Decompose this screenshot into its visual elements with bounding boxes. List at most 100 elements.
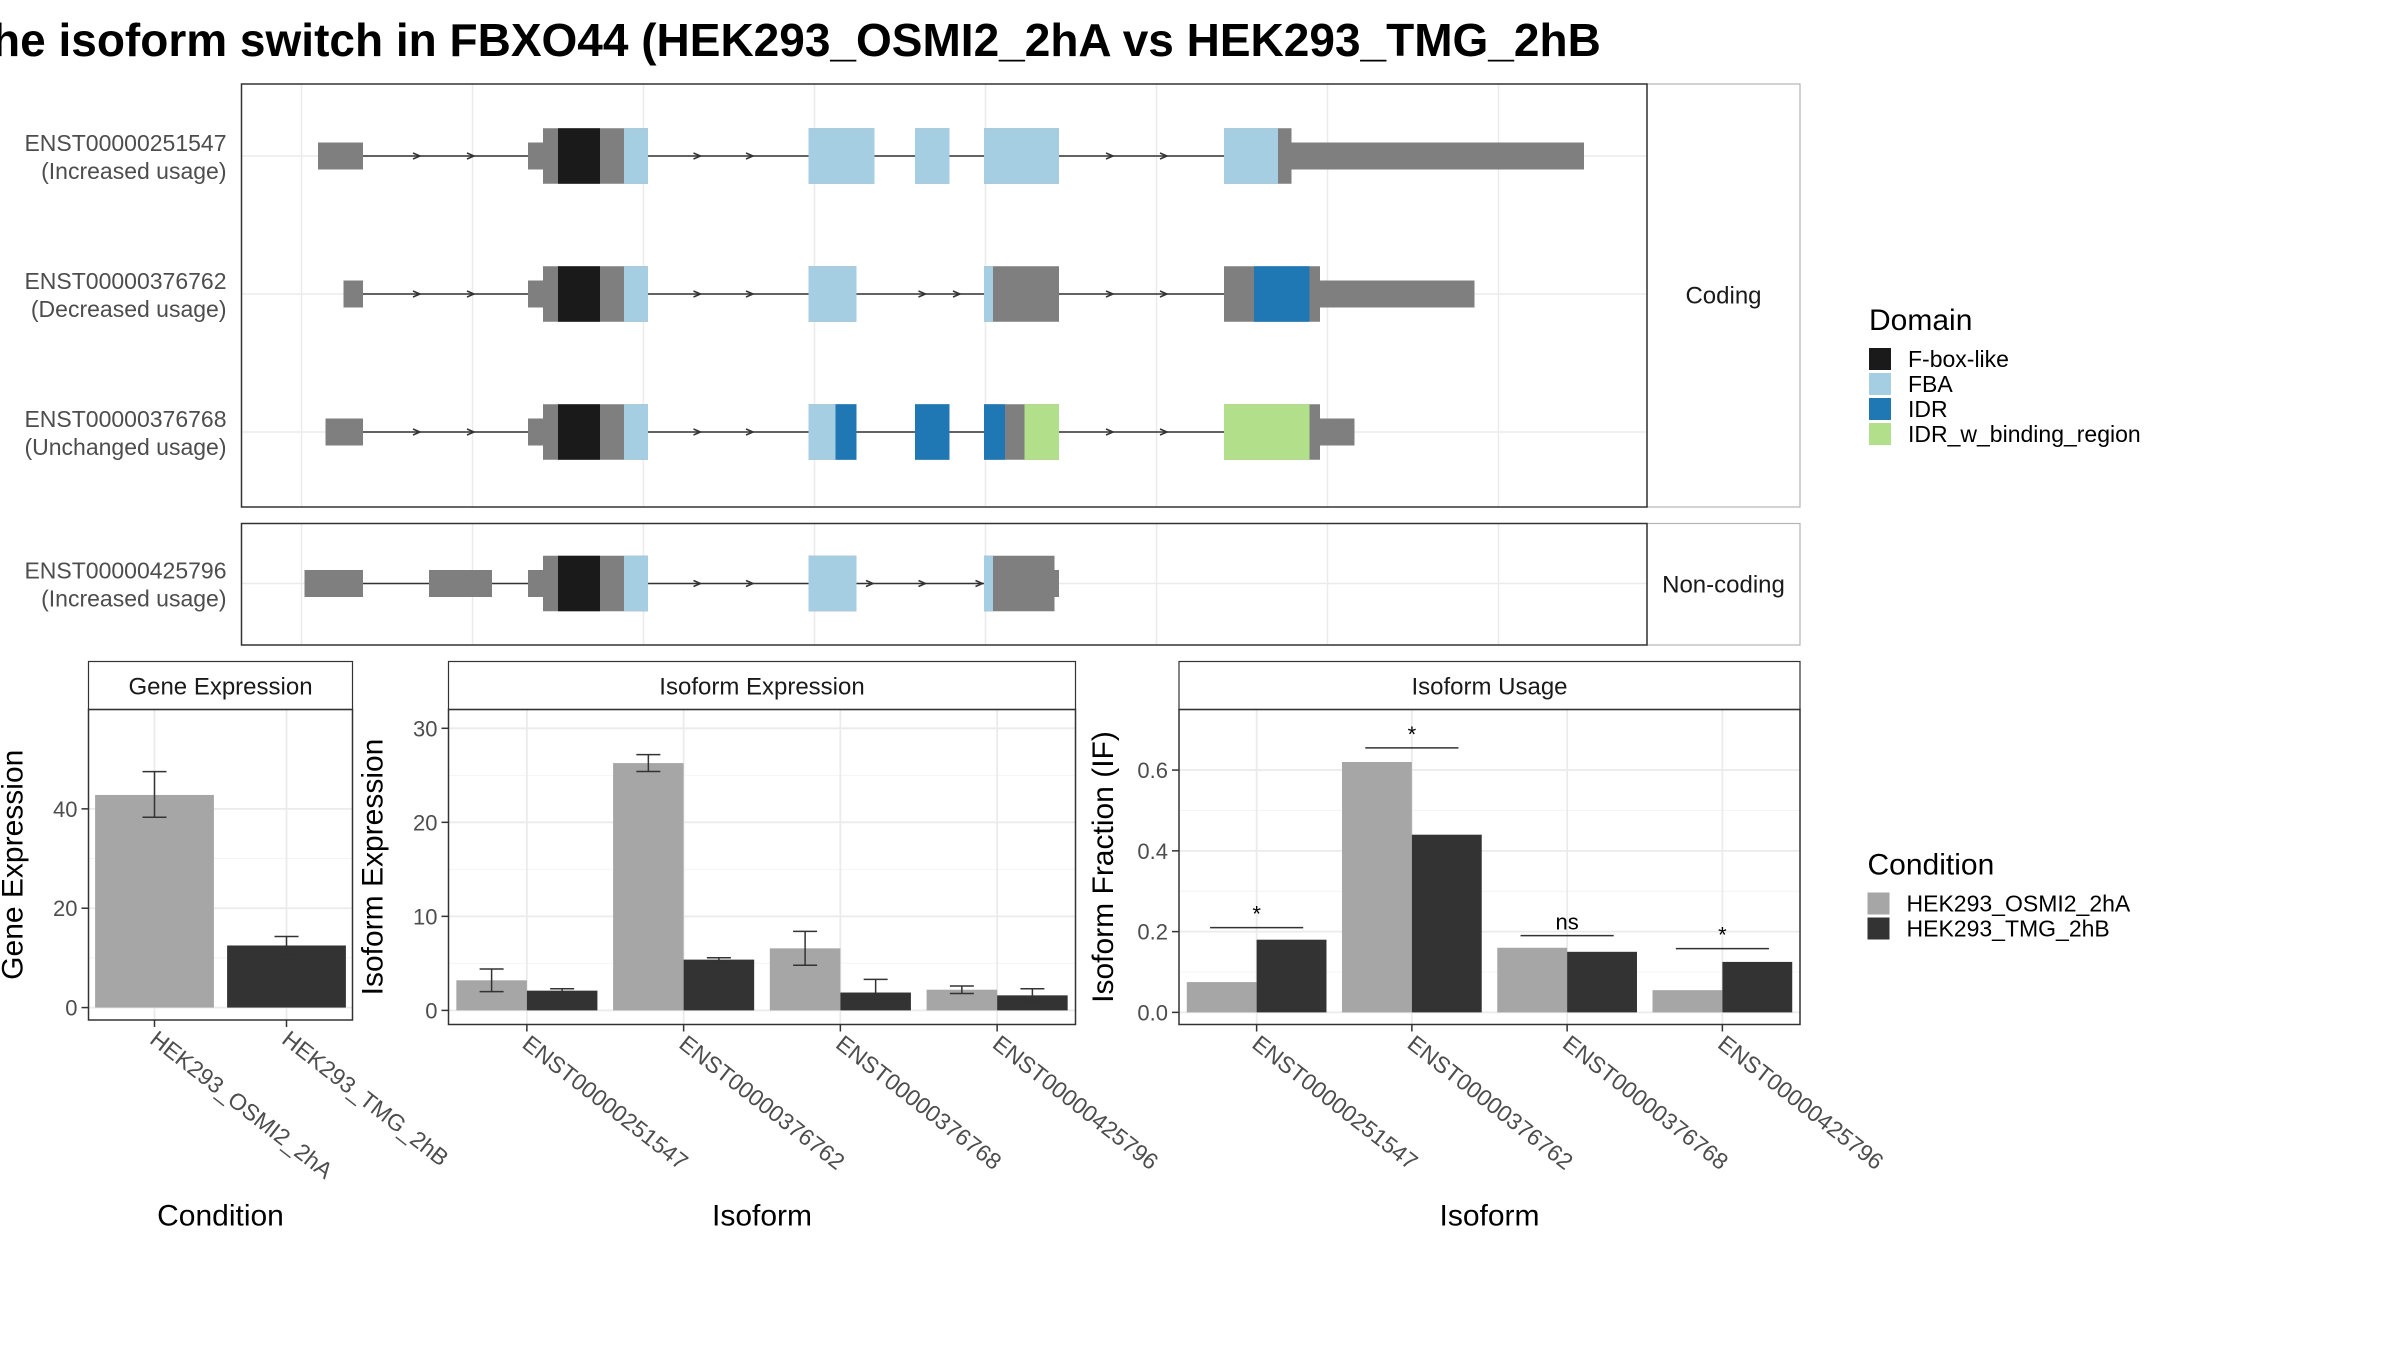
domain-legend-title: Domain xyxy=(1869,304,1972,337)
bar xyxy=(926,989,998,1011)
direction-arrow-icon xyxy=(745,428,755,436)
y-tick-label: 0.4 xyxy=(1137,839,1168,864)
chart-strip-title: Isoform Usage xyxy=(1411,674,1567,701)
transcript-track: ENST00000376768(Unchanged usage) xyxy=(24,404,1355,460)
condition-legend-key xyxy=(1867,917,1890,940)
domain-block-fba xyxy=(808,266,857,322)
direction-arrow-icon xyxy=(412,152,422,160)
bar xyxy=(613,763,684,1011)
transcript-facet-non-coding: Non-coding ENST00000425796(Increased usag… xyxy=(24,522,1801,646)
chart-isoform-expression: Isoform Expression 0 10 20 30 ENST00000251547… xyxy=(357,660,1163,1233)
exon-block xyxy=(984,266,1059,322)
y-tick-label: 0.2 xyxy=(1137,920,1168,945)
exon-block xyxy=(304,570,363,597)
x-tick-label: ENST00000376768 xyxy=(831,1030,1006,1175)
domain-legend-label: FBA xyxy=(1908,371,1953,397)
significance-label: * xyxy=(1718,923,1727,948)
y-tick-label: 0 xyxy=(65,996,77,1021)
y-axis-title: Gene Expression xyxy=(0,750,30,980)
direction-arrow-icon xyxy=(865,579,875,588)
y-tick-label: 30 xyxy=(413,716,437,741)
x-tick-label: ENST00000376768 xyxy=(1558,1030,1733,1175)
chart-isoform-usage: Isoform Usage * * ns * 0.0 0.2 0.4 0.6 ENST000002… xyxy=(1087,660,1889,1233)
x-tick-label: ENST00000251547 xyxy=(1248,1030,1423,1175)
exon-block xyxy=(318,142,363,170)
y-tick-label: 0.0 xyxy=(1137,1000,1168,1025)
significance-label: ns xyxy=(1556,910,1579,935)
domain-block-fba xyxy=(624,128,648,184)
domain-block-fba xyxy=(808,404,836,460)
direction-arrow-icon xyxy=(693,290,703,298)
direction-arrow-icon xyxy=(693,428,703,436)
facet-border xyxy=(240,522,1648,646)
exon-block xyxy=(984,555,1055,612)
y-axis-title: Isoform Expression xyxy=(357,739,390,996)
error-bar xyxy=(706,956,731,963)
bar xyxy=(1342,762,1412,1013)
domain-block-idr-w-binding-region xyxy=(1224,404,1310,460)
transcript-track: ENST00000251547(Increased usage) xyxy=(24,128,1584,184)
chart-strip xyxy=(1178,660,1801,711)
domain-block-fba xyxy=(1224,128,1278,184)
direction-arrow-icon xyxy=(745,152,755,160)
bar xyxy=(227,945,346,1008)
error-bar xyxy=(949,985,974,995)
chart-panel-border xyxy=(447,708,1077,1026)
bar xyxy=(1256,939,1327,1013)
direction-arrow-icon xyxy=(466,428,476,436)
domain-block-fba xyxy=(984,555,993,612)
chart-panel-background xyxy=(448,709,1076,1025)
chart-strip-title: Gene Expression xyxy=(128,674,312,701)
facet-strip-label: Non-coding xyxy=(1662,571,1785,598)
exon-block xyxy=(1278,142,1584,170)
x-tick-label: ENST00000425796 xyxy=(1713,1030,1888,1175)
significance-label: * xyxy=(1252,902,1261,927)
error-bar xyxy=(479,968,504,993)
chart-panel-border xyxy=(87,708,354,1021)
bar xyxy=(526,990,598,1011)
domain-block-fba xyxy=(984,266,993,322)
direction-arrow-icon xyxy=(952,290,962,298)
direction-arrow-icon xyxy=(975,579,985,588)
direction-arrow-icon xyxy=(412,290,422,298)
bar xyxy=(1497,947,1568,1013)
bar-charts: Gene Expression02040HEK293_OSMI2_2hAHEK2… xyxy=(0,660,1889,1233)
domain-block-fba xyxy=(808,555,857,612)
domain-legend-key xyxy=(1869,398,1891,420)
direction-arrow-icon xyxy=(693,152,703,160)
direction-arrow-icon xyxy=(466,290,476,298)
exon-block xyxy=(343,280,363,308)
exon-block xyxy=(1050,570,1059,597)
error-bar xyxy=(274,935,299,956)
y-tick-label: 0.6 xyxy=(1137,758,1168,783)
domain-block-f-box-like xyxy=(558,128,600,184)
direction-arrow-icon xyxy=(745,290,755,298)
domain-legend-key xyxy=(1869,423,1891,445)
direction-arrow-icon xyxy=(1159,152,1169,160)
x-tick-label: ENST00000376762 xyxy=(675,1030,850,1175)
domain-block-idr xyxy=(1254,266,1310,322)
domain-block-fba xyxy=(808,128,875,184)
chart-strip xyxy=(447,660,1077,711)
chart-panel-border xyxy=(1178,708,1801,1026)
direction-arrow-icon xyxy=(1159,290,1169,298)
direction-arrow-icon xyxy=(1105,428,1115,436)
condition-legend-title: Condition xyxy=(1868,849,1995,882)
exon-block xyxy=(429,570,492,597)
transcript-id-label: ENST00000425796 xyxy=(24,558,226,584)
transcript-track: ENST00000425796(Increased usage) xyxy=(24,555,1059,612)
condition-legend-key xyxy=(1867,892,1890,915)
significance-label: * xyxy=(1408,722,1417,747)
bar xyxy=(1411,834,1482,1013)
domain-legend-key xyxy=(1869,373,1891,395)
y-tick-label: 10 xyxy=(413,904,437,929)
domain-block-fba xyxy=(984,128,1059,184)
transcript-usage-label: (Increased usage) xyxy=(41,158,226,184)
direction-arrow-icon xyxy=(466,152,476,160)
direction-arrow-icon xyxy=(1159,428,1169,436)
x-axis-title: Isoform xyxy=(712,1200,812,1233)
x-axis-title: Condition xyxy=(157,1200,284,1233)
direction-arrow-icon xyxy=(412,428,422,436)
domain-legend-label: IDR_w_binding_region xyxy=(1908,421,2141,447)
